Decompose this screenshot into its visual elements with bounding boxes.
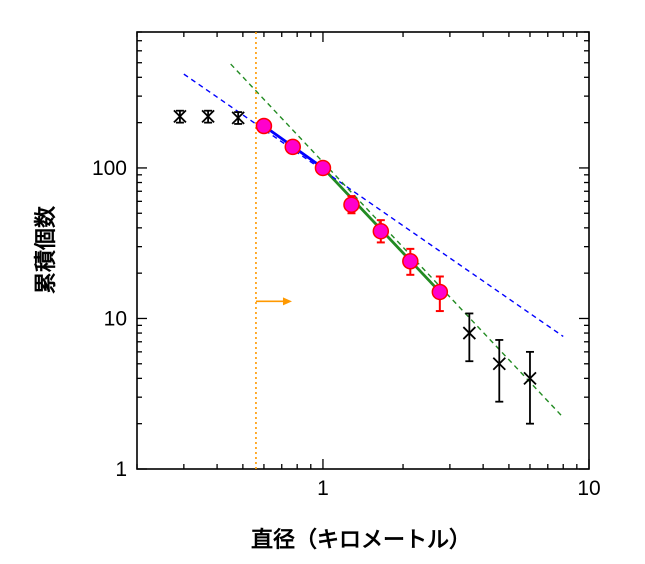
data-point-fitted [343,196,360,213]
x-tick-label: 1 [317,477,329,500]
fit-extrapolation-line [183,73,564,337]
y-tick-label: 1 [115,458,127,481]
data-point-fitted [314,159,332,177]
y-axis-title: 累積個数 [33,205,59,294]
data-point-excluded [201,109,215,124]
threshold-arrow-head [282,297,292,306]
y-tick-label: 100 [92,157,127,180]
data-point-fitted [284,138,302,156]
data-point-excluded [523,371,537,386]
x-tick-label: 10 [577,477,600,500]
data-point-excluded [462,326,476,340]
data-point-fitted [255,117,273,135]
data-point-excluded [231,111,245,125]
data-point-fitted [402,252,419,270]
data-point-fitted [372,222,390,240]
data-point-excluded [492,357,506,371]
data-point-fitted [431,283,449,301]
data-point-excluded [173,109,187,124]
fit-extrapolation-line [230,63,564,418]
x-axis-title: 直径（キロメートル） [251,527,471,553]
plot-frame [136,31,590,470]
y-tick-label: 10 [104,307,127,330]
